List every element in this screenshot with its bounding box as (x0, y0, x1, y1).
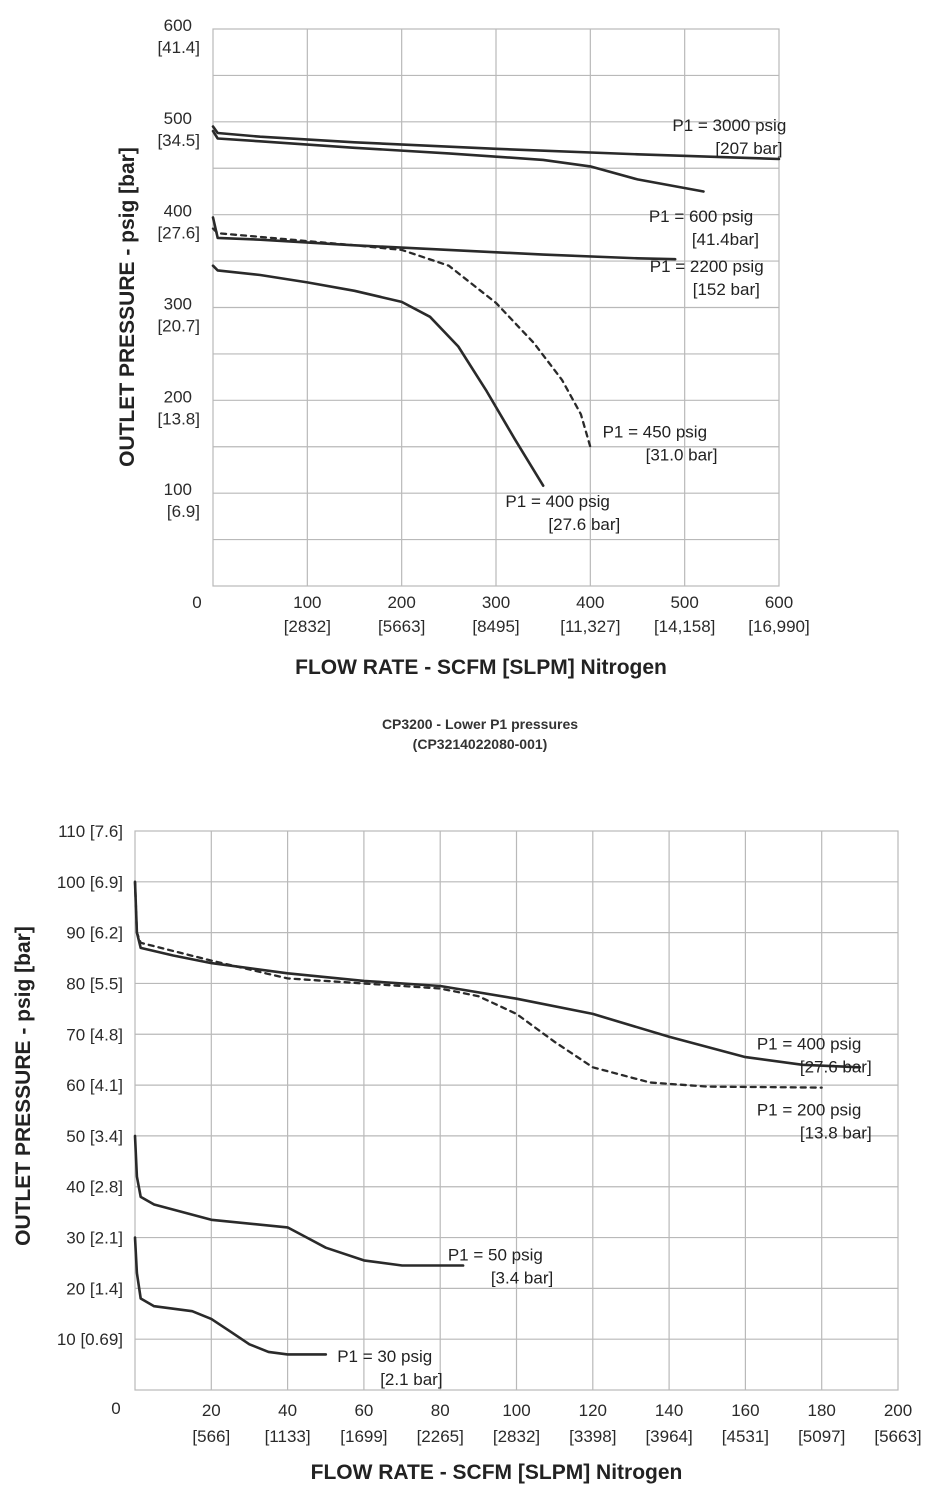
series-sublabel: [152 bar] (693, 280, 760, 299)
series-sublabel: [31.0 bar] (646, 445, 718, 464)
x-tick-label: 140 (655, 1401, 683, 1420)
y-tick-label: 30 [2.1] (66, 1229, 123, 1248)
x-tick-sublabel: [4531] (722, 1427, 769, 1446)
series-sublabel: [41.4bar] (692, 230, 759, 249)
x-tick-sublabel: [16,990] (748, 617, 809, 636)
chart-1-outlet-pressure-high: 0 100 [2832] 200 [5663] 300 [8495] 400 [11,327] 5… (116, 16, 810, 679)
series-label: P1 = 400 psig (505, 492, 609, 511)
x-tick-label: 180 (808, 1401, 836, 1420)
series-sublabel: [3.4 bar] (491, 1268, 553, 1287)
series-sublabel: [207 bar] (715, 139, 782, 158)
x-tick-label: 300 (482, 593, 510, 612)
x-tick-label: 100 (293, 593, 321, 612)
x-tick-label: 160 (731, 1401, 759, 1420)
y-tick-label: 80 [5.5] (66, 974, 123, 993)
y-tick-label: 600 (164, 16, 192, 35)
chart-subtitle: (CP3214022080-001) (413, 736, 548, 752)
series-label: P1 = 2200 psig (650, 257, 764, 276)
series-line-2-1 (133, 880, 862, 1069)
x-tick-sublabel: [5097] (798, 1427, 845, 1446)
y-tick-label: 20 [1.4] (66, 1279, 123, 1298)
series-sublabel: [2.1 bar] (380, 1370, 442, 1389)
series-line-2-3 (133, 1134, 465, 1267)
series-line-2-4 (133, 1236, 328, 1356)
plot-frame (212, 28, 780, 587)
x-tick-label: 0 (111, 1399, 120, 1418)
y-axis-title: OUTLET PRESSURE - psig [bar] (12, 926, 35, 1246)
y-tick-sublabel: [20.7] (157, 317, 200, 336)
y-axis-title: OUTLET PRESSURE - psig [bar] (116, 147, 139, 467)
x-tick-sublabel: [8495] (472, 617, 519, 636)
series-label: P1 = 450 psig (603, 422, 707, 441)
x-tick-label: 20 (202, 1401, 221, 1420)
y-tick-sublabel: [34.5] (157, 131, 200, 150)
y-tick-sublabel: [27.6] (157, 224, 200, 243)
x-tick-label: 60 (354, 1401, 373, 1420)
x-axis-title: FLOW RATE - SCFM [SLPM] Nitrogen (295, 656, 667, 679)
series-label: P1 = 50 psig (448, 1245, 543, 1264)
x-tick-sublabel: [3964] (645, 1427, 692, 1446)
x-tick-sublabel: [14,158] (654, 617, 715, 636)
plot-frame (134, 830, 899, 1391)
series-label: P1 = 30 psig (337, 1347, 432, 1366)
y-tick-label: 200 (164, 387, 192, 406)
series-label: P1 = 600 psig (649, 207, 753, 226)
y-tick-label: 110 [7.6] (58, 822, 123, 841)
series-label: P1 = 200 psig (757, 1101, 861, 1120)
y-tick-sublabel: [6.9] (167, 502, 200, 521)
series-line-1-2 (211, 129, 705, 193)
y-tick-label: 400 (164, 202, 192, 221)
y-tick-label: 60 [4.1] (66, 1076, 123, 1095)
series-sublabel: [27.6 bar] (548, 515, 620, 534)
y-tick-label: 70 [4.8] (66, 1025, 123, 1044)
x-tick-sublabel: [2832] (284, 617, 331, 636)
series-label: P1 = 400 psig (757, 1035, 861, 1054)
x-tick-sublabel: [1699] (340, 1427, 387, 1446)
x-tick-sublabel: [5663] (874, 1427, 921, 1446)
y-tick-label: 50 [3.4] (66, 1127, 123, 1146)
x-tick-label: 200 (884, 1401, 912, 1420)
x-tick-sublabel: [3398] (569, 1427, 616, 1446)
x-tick-sublabel: [11,327] (560, 617, 620, 636)
y-tick-label: 300 (164, 295, 192, 314)
y-tick-label: 10 [0.69] (57, 1330, 123, 1349)
series-line-1-3 (211, 216, 677, 261)
y-tick-label: 500 (164, 109, 192, 128)
x-tick-label: 500 (670, 593, 698, 612)
x-tick-label: 200 (387, 593, 415, 612)
series-line-1-4 (211, 227, 592, 448)
y-tick-label: 100 (164, 480, 192, 499)
x-tick-label: 40 (278, 1401, 297, 1420)
series-line-1-1 (211, 125, 781, 161)
series-sublabel: [27.6 bar] (800, 1058, 872, 1077)
x-tick-label: 400 (576, 593, 604, 612)
x-tick-label: 100 (502, 1401, 530, 1420)
x-tick-label: 80 (431, 1401, 450, 1420)
x-tick-sublabel: [2265] (417, 1427, 464, 1446)
x-tick-sublabel: [5663] (378, 617, 425, 636)
x-axis-title: FLOW RATE - SCFM [SLPM] Nitrogen (311, 1461, 683, 1484)
y-tick-sublabel: [41.4] (157, 38, 200, 57)
y-tick-label: 90 [6.2] (66, 924, 123, 943)
chart-title: CP3200 - Lower P1 pressures (382, 716, 578, 732)
y-tick-label: 100 [6.9] (57, 873, 123, 892)
chart-2-outlet-pressure-low: CP3200 - Lower P1 pressures (CP3214022080… (12, 716, 922, 1484)
y-tick-sublabel: [13.8] (157, 409, 200, 428)
x-tick-label: 600 (765, 593, 793, 612)
x-tick-sublabel: [2832] (493, 1427, 540, 1446)
x-tick-sublabel: [1133] (265, 1427, 311, 1446)
y-tick-label: 40 [2.8] (66, 1178, 123, 1197)
series-label: P1 = 3000 psig (672, 116, 786, 135)
x-tick-label: 0 (192, 593, 201, 612)
x-tick-sublabel: [566] (192, 1427, 230, 1446)
x-tick-label: 120 (579, 1401, 607, 1420)
series-line-1-5 (211, 264, 545, 487)
series-sublabel: [13.8 bar] (800, 1124, 872, 1143)
series-line-2-2 (133, 880, 823, 1089)
